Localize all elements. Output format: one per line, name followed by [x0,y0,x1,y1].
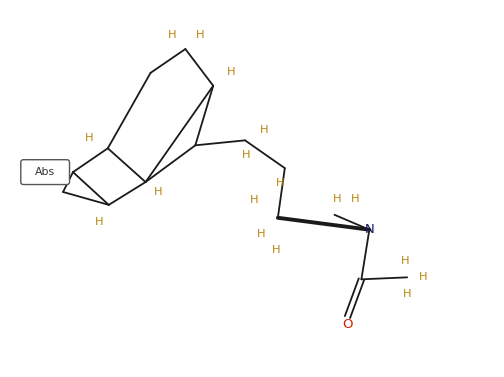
Text: H: H [260,126,268,135]
Text: H: H [351,194,360,204]
Text: H: H [154,187,163,197]
Text: H: H [257,229,265,239]
Text: H: H [95,217,103,227]
Text: H: H [401,256,409,267]
Text: H: H [249,195,259,205]
Text: Abs: Abs [35,167,55,177]
FancyBboxPatch shape [21,160,70,184]
Text: H: H [403,289,411,299]
Text: O: O [342,319,353,331]
Text: H: H [227,67,235,77]
Text: H: H [333,194,342,204]
Text: H: H [419,272,427,282]
Text: H: H [85,133,93,143]
Text: H: H [272,245,280,254]
Text: N: N [364,223,374,236]
Text: H: H [276,178,284,188]
Text: H: H [196,30,205,40]
Text: H: H [168,30,177,40]
Text: H: H [242,150,250,160]
